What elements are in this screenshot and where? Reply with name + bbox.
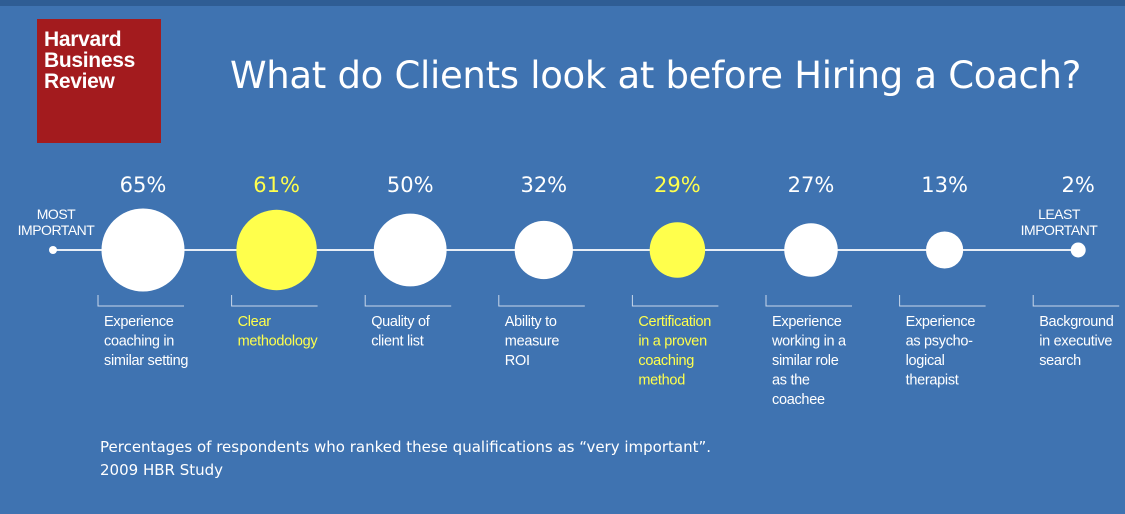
caption: Percentages of respondents who ranked th… xyxy=(100,436,711,482)
data-bubble xyxy=(514,220,573,280)
category-label-line: search xyxy=(1039,353,1081,369)
category-label-line: therapist xyxy=(906,373,959,389)
label-bracket xyxy=(231,295,318,307)
value-label: 2% xyxy=(1062,173,1095,197)
logo-line: Harvard xyxy=(44,28,122,51)
scale-label-line: IMPORTANT xyxy=(17,222,95,238)
scale-label-line: LEAST xyxy=(1038,206,1080,222)
label-bracket xyxy=(97,295,184,307)
category-label-line: methodology xyxy=(238,334,319,350)
data-bubble xyxy=(373,213,447,287)
category-label-line: in a proven xyxy=(638,334,707,350)
logo-line: Business xyxy=(44,49,135,72)
data-bubble xyxy=(784,223,838,277)
label-bracket xyxy=(498,295,585,307)
hbr-logo: Harvard Business Review xyxy=(37,19,161,143)
label-bracket xyxy=(631,295,719,307)
value-label: 32% xyxy=(520,173,567,197)
category-label-line: coachee xyxy=(772,392,825,408)
category-label-line: logical xyxy=(906,353,945,369)
logo-line: Review xyxy=(44,70,115,93)
category-label-line: Experience xyxy=(906,314,976,330)
value-label: 27% xyxy=(788,173,835,197)
category-label-line: in executive xyxy=(1039,334,1112,350)
data-bubble xyxy=(236,209,317,291)
data-bubble xyxy=(1070,242,1086,258)
data-bubble xyxy=(649,222,706,278)
category-label-line: similar role xyxy=(772,353,839,369)
scale-label-line: MOST xyxy=(36,206,76,222)
least-important-label: LEAST IMPORTANT xyxy=(1010,206,1108,238)
category-label-line: Quality of xyxy=(371,314,431,330)
value-label: 29% xyxy=(654,173,701,197)
category-label-line: as psycho- xyxy=(906,334,974,350)
value-label: 13% xyxy=(921,173,968,197)
category-label-line: client list xyxy=(371,334,424,350)
label-bracket xyxy=(765,295,852,307)
value-label: 50% xyxy=(387,173,434,197)
top-strip xyxy=(0,0,1125,6)
label-bracket xyxy=(364,295,452,307)
scale-label-line: IMPORTANT xyxy=(1020,222,1098,238)
category-label-line: Background xyxy=(1039,314,1114,330)
data-bubble xyxy=(101,208,185,292)
category-label-line: similar setting xyxy=(104,353,188,369)
most-important-label: MOST IMPORTANT xyxy=(8,206,104,238)
axis-end-dot xyxy=(49,246,57,254)
caption-line: Percentages of respondents who ranked th… xyxy=(100,438,712,456)
category-label-line: Experience xyxy=(772,314,842,330)
category-label-line: coaching xyxy=(638,353,694,369)
category-label-line: Experience xyxy=(104,314,174,330)
category-label-line: Clear xyxy=(238,314,272,330)
category-label-line: working in a xyxy=(771,334,847,350)
category-label-line: measure xyxy=(505,334,560,350)
slide-title: What do Clients look at before Hiring a … xyxy=(230,54,1082,97)
value-label: 65% xyxy=(120,173,167,197)
category-label-line: Ability to xyxy=(505,314,557,330)
category-label-line: ROI xyxy=(505,353,530,369)
category-label-line: as the xyxy=(772,373,810,389)
label-bracket xyxy=(899,295,986,307)
category-label-line: coaching in xyxy=(104,334,174,350)
caption-line: 2009 HBR Study xyxy=(100,461,224,479)
label-bracket xyxy=(1032,295,1120,307)
value-label: 61% xyxy=(253,173,300,197)
category-label-line: Certification xyxy=(638,314,711,330)
category-label-line: method xyxy=(638,373,685,389)
data-bubble xyxy=(926,231,964,269)
